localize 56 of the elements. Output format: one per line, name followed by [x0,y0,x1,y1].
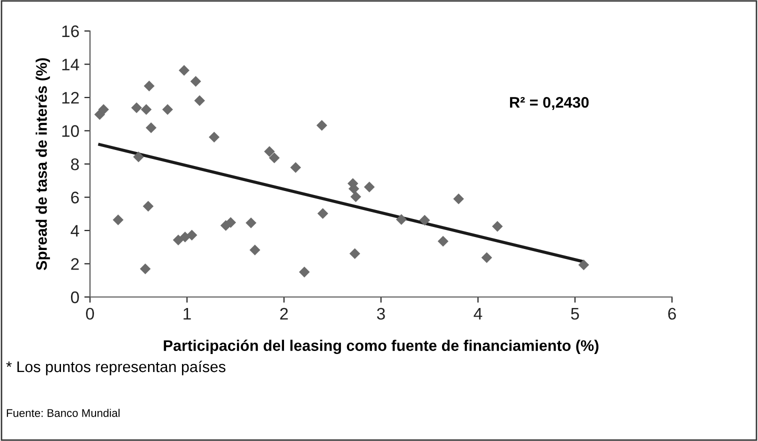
y-tick-label: 10 [62,125,79,137]
point [133,151,144,162]
x-axis-title: Participación del leasing como fuente de financiamiento (%) [164,340,598,354]
x-tick-label: 5 [571,308,579,320]
x-tick-label: 4 [474,308,482,320]
point [578,260,590,270]
point [162,104,173,115]
point [317,208,328,219]
point [364,182,375,192]
source-note: Fuente: Banco Mundial [6,408,120,417]
x-tick-label: 6 [668,308,676,320]
point [396,214,407,225]
y-tick-label: 4 [70,225,80,237]
point [178,65,190,76]
point [172,234,184,246]
point [208,132,220,142]
point [194,95,205,106]
point [144,80,155,92]
y-axis-title: Spread de tasa de interés (%) [36,58,50,270]
point [186,230,198,241]
point [140,264,151,274]
point [438,236,448,247]
y-tick-label: 12 [62,92,79,104]
x-tick-label: 1 [184,308,191,320]
x-tick-label: 0 [86,308,94,320]
point [142,200,154,212]
y-tick-label: 8 [71,158,79,170]
point [190,76,202,87]
point [250,244,260,256]
point [225,217,236,228]
point [268,152,280,164]
point [492,220,503,232]
y-tick-label: 16 [62,25,79,38]
point [453,194,464,204]
y-tick-label: 6 [71,192,79,204]
point [349,248,360,259]
point [481,252,492,263]
point [246,217,256,228]
point [131,102,142,114]
point [419,214,430,226]
x-tick-label: 2 [280,308,288,320]
annotation: R² = 0,2430 [510,96,589,110]
y-tick-label: 14 [62,58,80,70]
point [140,104,152,115]
y-tick-label: 0 [70,291,79,304]
point [146,122,156,134]
point [298,266,310,278]
point [290,162,302,173]
text: * Los puntos representan países [6,360,226,376]
point [316,120,328,131]
y-tick-label: 2 [71,258,79,270]
x-tick-label: 3 [377,308,385,320]
point [350,191,362,202]
point [98,104,109,115]
point [264,146,275,157]
point [112,214,124,226]
